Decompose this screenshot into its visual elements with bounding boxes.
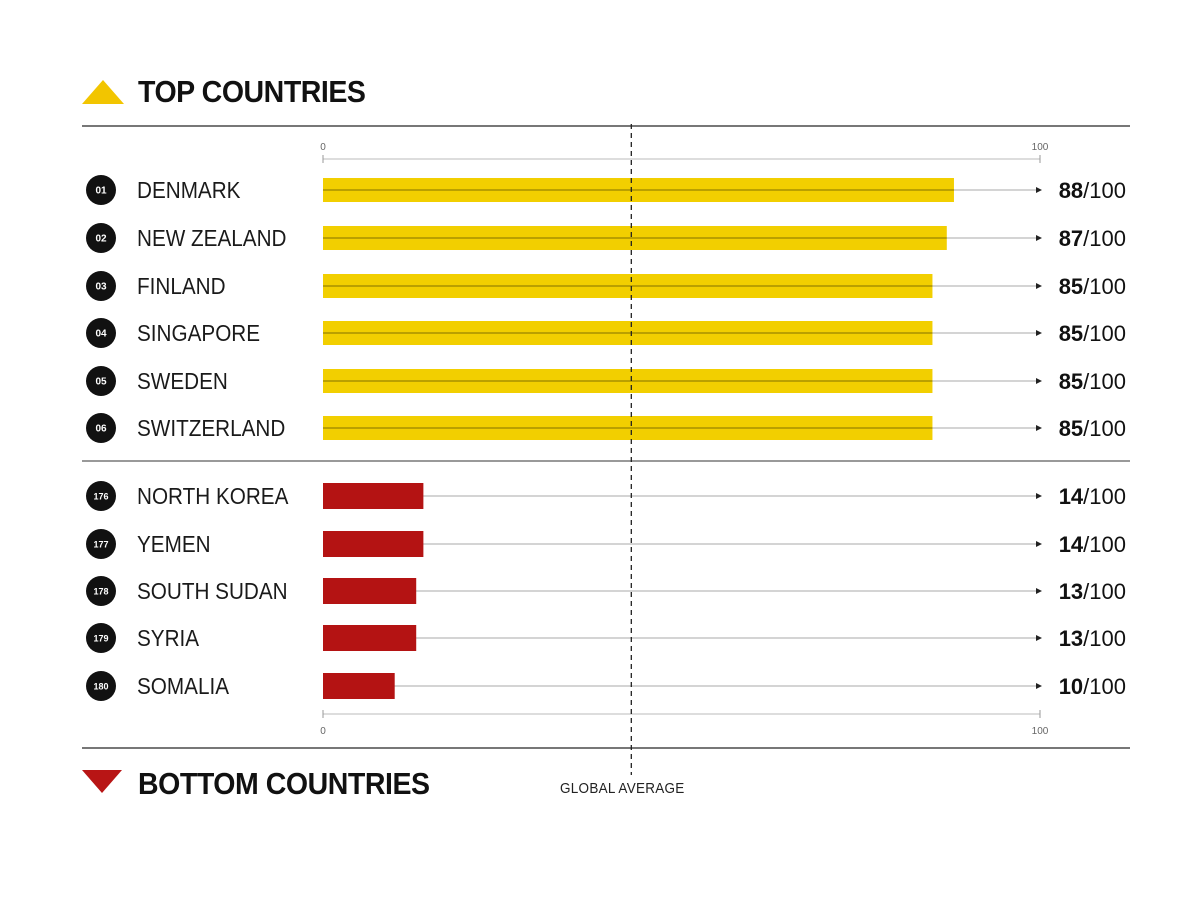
- score-label: 85/100: [1059, 274, 1126, 299]
- country-label: NORTH KOREA: [137, 483, 289, 509]
- rank-label: 06: [95, 424, 107, 435]
- top-countries-heading: TOP COUNTRIES: [138, 74, 366, 109]
- top-axis-tick-label-min: 0: [320, 142, 326, 153]
- country-label: NEW ZEALAND: [137, 225, 286, 251]
- rank-badge: [86, 366, 116, 396]
- score-label: 14/100: [1059, 532, 1126, 557]
- bottom-axis-tick-label-max: 100: [1032, 726, 1049, 737]
- country-label: SOUTH SUDAN: [137, 578, 288, 604]
- score-label: 85/100: [1059, 321, 1126, 346]
- rank-badge: [86, 223, 116, 253]
- score-label: 10/100: [1059, 674, 1126, 699]
- rank-badge: [86, 481, 116, 511]
- rank-label: 176: [93, 492, 108, 502]
- global-average-label: GLOBAL AVERAGE: [560, 780, 685, 797]
- rank-label: 177: [93, 540, 108, 550]
- score-label: 13/100: [1059, 626, 1126, 651]
- bottom-countries-heading: BOTTOM COUNTRIES: [138, 766, 430, 801]
- bottom-axis-tick-label-min: 0: [320, 726, 326, 737]
- rank-label: 178: [93, 587, 108, 597]
- row-arrow-icon: [1036, 378, 1042, 384]
- country-label: DENMARK: [137, 177, 241, 203]
- rank-badge: [86, 529, 116, 559]
- row-arrow-icon: [1036, 425, 1042, 431]
- row-arrow-icon: [1036, 330, 1042, 336]
- rank-label: 02: [95, 234, 107, 245]
- rank-label: 03: [95, 282, 107, 293]
- row-arrow-icon: [1036, 283, 1042, 289]
- row-arrow-icon: [1036, 683, 1042, 689]
- rank-badge: [86, 318, 116, 348]
- rank-label: 05: [95, 377, 107, 388]
- rank-label: 01: [95, 186, 107, 197]
- score-label: 87/100: [1059, 226, 1126, 251]
- score-label: 88/100: [1059, 178, 1126, 203]
- row-arrow-icon: [1036, 493, 1042, 499]
- rank-badge: [86, 671, 116, 701]
- country-label: SINGAPORE: [137, 320, 260, 346]
- rank-badge: [86, 623, 116, 653]
- bar: [323, 625, 417, 651]
- top-triangle-icon: [82, 80, 124, 104]
- row-arrow-icon: [1036, 235, 1042, 241]
- rank-badge: [86, 576, 116, 606]
- rank-label: 179: [93, 634, 108, 644]
- bar: [323, 673, 395, 699]
- country-label: YEMEN: [137, 531, 211, 557]
- score-label: 13/100: [1059, 579, 1126, 604]
- country-label: SWEDEN: [137, 368, 228, 394]
- top-axis-tick-label-max: 100: [1032, 142, 1049, 153]
- rank-label: 180: [93, 682, 108, 692]
- row-arrow-icon: [1036, 187, 1042, 193]
- score-label: 14/100: [1059, 484, 1126, 509]
- country-label: SOMALIA: [137, 673, 229, 699]
- rank-label: 04: [95, 329, 107, 340]
- row-arrow-icon: [1036, 635, 1042, 641]
- row-arrow-icon: [1036, 541, 1042, 547]
- score-label: 85/100: [1059, 369, 1126, 394]
- bar: [323, 531, 424, 557]
- country-label: FINLAND: [137, 273, 226, 299]
- rank-badge: [86, 413, 116, 443]
- bottom-triangle-icon: [82, 770, 122, 793]
- rank-badge: [86, 175, 116, 205]
- country-label: SWITZERLAND: [137, 415, 285, 441]
- row-arrow-icon: [1036, 588, 1042, 594]
- rank-badge: [86, 271, 116, 301]
- country-label: SYRIA: [137, 625, 199, 651]
- bar: [323, 483, 424, 509]
- bar: [323, 578, 417, 604]
- score-label: 85/100: [1059, 416, 1126, 441]
